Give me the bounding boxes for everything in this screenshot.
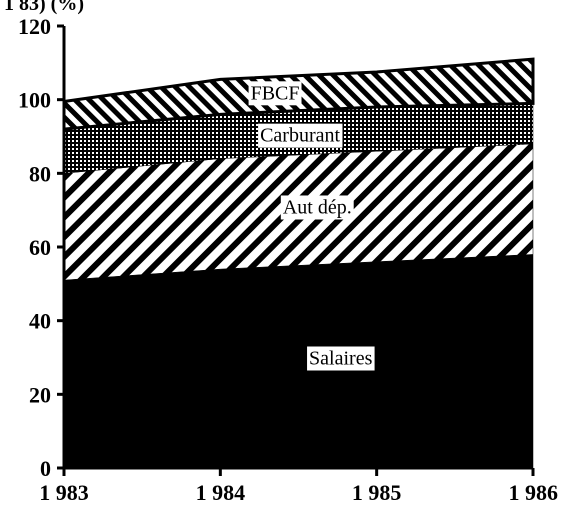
y-tick-label: 120 [18,14,51,39]
y-tick-label: 80 [29,161,51,186]
series-label-salaires: Salaires [307,346,375,371]
series-label-carburant: Carburant [258,123,343,148]
area-salaires [63,254,534,469]
x-tick-label: 1 986 [509,480,559,505]
svg-text:Carburant: Carburant [260,125,340,147]
series-label-fbcf: FBCF [248,81,302,106]
x-tick-label: 1 985 [352,480,402,505]
y-axis-ticks: 0 20 40 60 80 100 120 [18,14,64,481]
svg-text:Aut dép.: Aut dép. [283,196,352,218]
series-label-aut-d-p: Aut dép. [280,195,354,220]
x-tick-label: 1 984 [196,480,246,505]
y-tick-label: 0 [40,456,51,481]
y-tick-label: 100 [18,88,51,113]
svg-text:FBCF: FBCF [251,82,300,104]
svg-text:Salaires: Salaires [309,348,373,370]
x-axis-ticks: 1 983 1 984 1 985 1 986 [39,468,558,505]
y-tick-label: 60 [29,235,51,260]
x-tick-label: 1 983 [39,480,89,505]
y-axis-unit-label: 1 83) (%) [4,0,84,15]
series-labels: Salaires Aut dép. Carburant FBCF [248,81,375,371]
y-tick-label: 40 [29,309,51,334]
y-tick-label: 20 [29,382,51,407]
series-areas [62,57,535,469]
